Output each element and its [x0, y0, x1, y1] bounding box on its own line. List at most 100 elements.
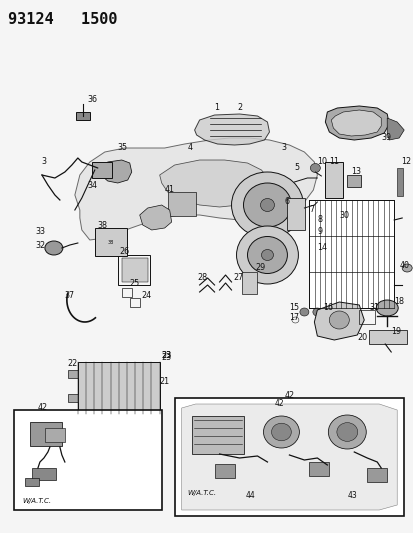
- Bar: [366, 468, 386, 482]
- Text: 42: 42: [274, 400, 283, 408]
- Bar: [76, 112, 90, 120]
- Text: 31: 31: [368, 303, 378, 312]
- Bar: [30, 422, 62, 446]
- Ellipse shape: [231, 172, 303, 238]
- Text: 19: 19: [390, 327, 400, 336]
- Text: 24: 24: [141, 292, 152, 301]
- Bar: [174, 398, 403, 516]
- Text: 42: 42: [284, 391, 294, 400]
- Polygon shape: [159, 160, 269, 207]
- Text: 16: 16: [323, 303, 332, 312]
- Text: 8: 8: [317, 215, 322, 224]
- Text: 7: 7: [309, 206, 314, 214]
- Text: 15: 15: [289, 303, 299, 312]
- Ellipse shape: [263, 416, 299, 448]
- Text: 1: 1: [214, 103, 219, 112]
- Bar: [396, 168, 402, 196]
- Bar: [309, 200, 393, 308]
- Ellipse shape: [299, 308, 308, 316]
- Polygon shape: [139, 205, 171, 230]
- Polygon shape: [100, 160, 131, 183]
- Bar: [325, 162, 342, 198]
- Ellipse shape: [310, 164, 320, 173]
- Bar: [68, 394, 78, 402]
- Text: 40: 40: [398, 261, 408, 270]
- Bar: [129, 298, 139, 307]
- Text: W/A.T.C.: W/A.T.C.: [22, 498, 51, 504]
- Text: 26: 26: [119, 247, 130, 256]
- Ellipse shape: [45, 241, 63, 255]
- Text: 22: 22: [68, 359, 78, 368]
- Text: 23: 23: [161, 351, 171, 360]
- Text: 30: 30: [339, 211, 349, 220]
- Text: 38: 38: [107, 239, 114, 245]
- Bar: [32, 468, 56, 480]
- Bar: [117, 255, 150, 285]
- Polygon shape: [330, 110, 380, 136]
- Text: 43: 43: [347, 491, 356, 500]
- Text: 44: 44: [245, 491, 255, 500]
- Text: 21: 21: [159, 377, 169, 386]
- Bar: [78, 362, 159, 414]
- Polygon shape: [386, 118, 403, 140]
- Polygon shape: [325, 106, 388, 140]
- Text: 41: 41: [164, 185, 174, 195]
- Text: 4: 4: [187, 143, 192, 152]
- Text: 2: 2: [237, 103, 242, 112]
- Bar: [68, 370, 78, 378]
- Text: 32: 32: [35, 240, 45, 249]
- Polygon shape: [313, 302, 363, 340]
- Ellipse shape: [261, 249, 273, 261]
- Polygon shape: [194, 114, 269, 145]
- Bar: [95, 228, 126, 256]
- Bar: [92, 162, 112, 178]
- Bar: [309, 462, 329, 476]
- Bar: [45, 428, 65, 442]
- Text: 33: 33: [35, 228, 45, 237]
- Text: 37: 37: [65, 290, 75, 300]
- Bar: [25, 478, 39, 486]
- Polygon shape: [181, 404, 396, 510]
- Bar: [121, 288, 131, 297]
- Ellipse shape: [260, 198, 274, 212]
- Text: 6: 6: [284, 198, 289, 206]
- Text: 23: 23: [161, 351, 171, 360]
- Text: 38: 38: [97, 221, 107, 230]
- Bar: [167, 192, 195, 216]
- Text: 25: 25: [129, 279, 140, 288]
- Text: 23: 23: [161, 353, 171, 362]
- Bar: [358, 310, 374, 324]
- Ellipse shape: [247, 237, 287, 273]
- Ellipse shape: [328, 415, 366, 449]
- Ellipse shape: [336, 423, 357, 441]
- Text: 13: 13: [351, 167, 361, 176]
- Polygon shape: [75, 138, 317, 240]
- Text: 18: 18: [393, 297, 403, 306]
- Bar: [368, 330, 406, 344]
- Bar: [339, 218, 354, 232]
- Text: 42: 42: [38, 403, 48, 413]
- Text: 10: 10: [317, 157, 327, 166]
- Bar: [347, 175, 361, 187]
- Bar: [191, 416, 243, 454]
- Text: 29: 29: [255, 263, 265, 272]
- Text: 27: 27: [233, 273, 243, 282]
- Text: W/A.T.C.: W/A.T.C.: [187, 490, 216, 496]
- Text: 28: 28: [197, 273, 207, 282]
- Text: 36: 36: [88, 95, 97, 104]
- Ellipse shape: [271, 423, 291, 441]
- Ellipse shape: [243, 183, 291, 227]
- Text: 20: 20: [356, 334, 366, 343]
- Bar: [14, 410, 161, 510]
- Bar: [121, 258, 147, 282]
- Text: 17: 17: [289, 313, 299, 322]
- Ellipse shape: [312, 308, 321, 316]
- Text: 12: 12: [400, 157, 411, 166]
- Text: 34: 34: [88, 182, 97, 190]
- Text: 35: 35: [117, 143, 128, 152]
- Text: 11: 11: [329, 157, 339, 166]
- Text: 9: 9: [317, 228, 322, 237]
- Text: 3: 3: [281, 143, 286, 152]
- Ellipse shape: [401, 264, 411, 272]
- Text: 39: 39: [380, 133, 390, 142]
